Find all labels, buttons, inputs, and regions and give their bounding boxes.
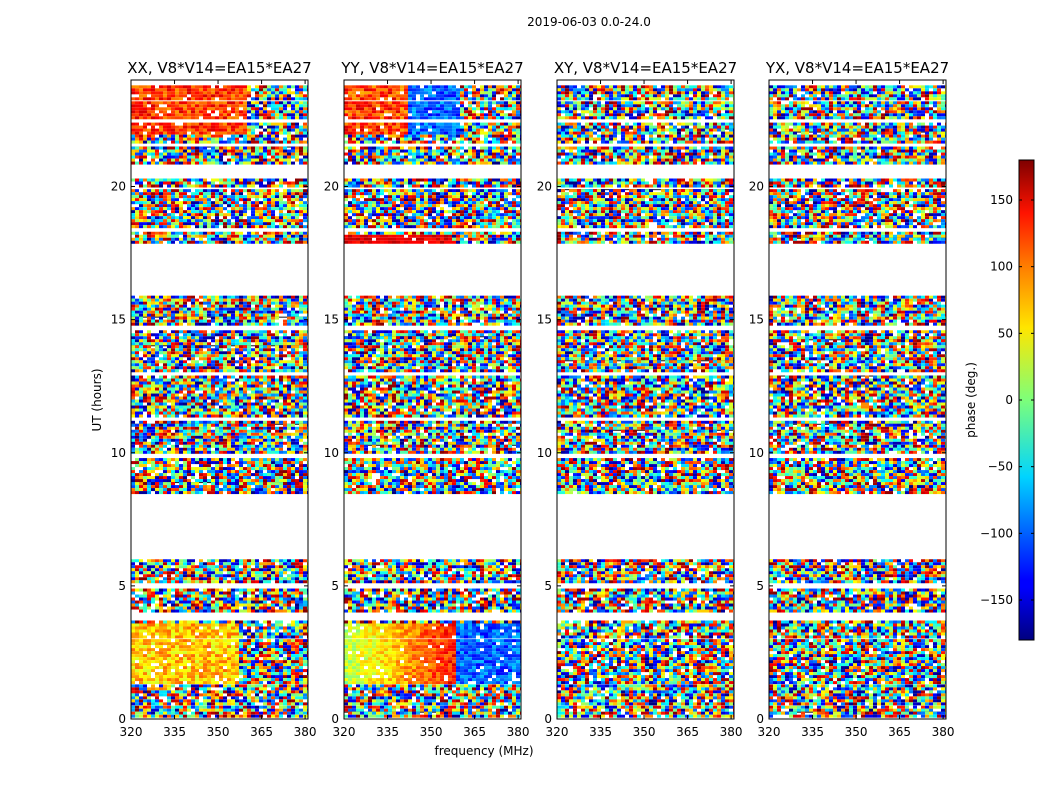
- y-tick-label: 20: [537, 180, 552, 194]
- x-tick-label: 320: [546, 725, 569, 739]
- x-tick-label: 380: [932, 725, 955, 739]
- colorbar: phase (deg.) −150 −100 −50 0 50 100 150: [964, 159, 1035, 641]
- x-tick-label: 350: [845, 725, 868, 739]
- y-tick-label: 20: [324, 180, 339, 194]
- panel-3: XY, V8*V14=EA15*EA27 320 335 350 365 380 0 5 10 1…: [537, 59, 743, 739]
- y-tick-label: 0: [118, 712, 126, 726]
- x-tick-label: 335: [589, 725, 612, 739]
- y-tick-label: 20: [749, 180, 764, 194]
- axes-frame: [343, 79, 522, 720]
- colorbar-label: phase (deg.): [964, 362, 978, 438]
- phase-image: [557, 85, 734, 718]
- x-tick-label: 365: [463, 725, 486, 739]
- y-tick-label: 0: [331, 712, 339, 726]
- y-tick-label: 5: [756, 579, 764, 593]
- panel-2: YY, V8*V14=EA15*EA27 320 335 350 365 380 0 5 10 1…: [324, 59, 530, 739]
- colorbar-tick-label: 100: [990, 260, 1013, 274]
- x-tick-label: 380: [720, 725, 743, 739]
- x-tick-label: 335: [801, 725, 824, 739]
- y-tick-label: 5: [544, 579, 552, 593]
- y-tick-label: 0: [756, 712, 764, 726]
- y-tick-label: 15: [749, 313, 764, 327]
- x-tick-label: 365: [888, 725, 911, 739]
- x-tick-label: 320: [120, 725, 143, 739]
- axes-frame: [130, 79, 309, 720]
- y-tick-label: 15: [537, 313, 552, 327]
- colorbar-tick-label: 0: [1005, 393, 1013, 407]
- y-tick-label: 0: [544, 712, 552, 726]
- y-tick-label: 20: [111, 180, 126, 194]
- colorbar-tick-label: −50: [988, 460, 1013, 474]
- colorbar-tick-label: −100: [980, 526, 1013, 540]
- x-tick-label: 350: [633, 725, 656, 739]
- y-tick-label: 10: [749, 446, 764, 460]
- x-tick-label: 335: [376, 725, 399, 739]
- panel-4: YX, V8*V14=EA15*EA27 320 335 350 365 380 0 5 10 1…: [749, 59, 955, 739]
- figure-title: 2019-06-03 0.0-24.0: [527, 15, 651, 29]
- colorbar-tick-label: 150: [990, 193, 1013, 207]
- phase-image: [769, 85, 946, 718]
- panel-title: YX, V8*V14=EA15*EA27: [765, 59, 949, 77]
- phase-image: [131, 85, 308, 718]
- panels-group: XX, V8*V14=EA15*EA27 320 335 350 365 380 0 5 10 1…: [111, 59, 955, 739]
- y-tick-label: 5: [331, 579, 339, 593]
- y-tick-label: 10: [537, 446, 552, 460]
- y-tick-label: 10: [324, 446, 339, 460]
- colorbar-tick-label: 50: [998, 326, 1013, 340]
- x-tick-label: 320: [333, 725, 356, 739]
- colorbar-tick-label: −150: [980, 593, 1013, 607]
- x-tick-label: 350: [420, 725, 443, 739]
- x-tick-label: 365: [676, 725, 699, 739]
- x-axis-label: frequency (MHz): [434, 744, 533, 758]
- y-axis-label: UT (hours): [90, 368, 104, 431]
- axes-frame: [768, 79, 947, 720]
- x-tick-label: 335: [163, 725, 186, 739]
- x-tick-label: 350: [207, 725, 230, 739]
- panel-1: XX, V8*V14=EA15*EA27 320 335 350 365 380 0 5 10 1…: [111, 59, 317, 739]
- phase-image: [344, 85, 521, 718]
- panel-title: YY, V8*V14=EA15*EA27: [340, 59, 523, 77]
- panel-title: XY, V8*V14=EA15*EA27: [554, 59, 737, 77]
- y-tick-label: 5: [118, 579, 126, 593]
- y-tick-label: 15: [111, 313, 126, 327]
- x-tick-label: 380: [507, 725, 530, 739]
- x-tick-label: 320: [758, 725, 781, 739]
- x-tick-label: 380: [294, 725, 317, 739]
- x-tick-label: 365: [250, 725, 273, 739]
- panel-title: XX, V8*V14=EA15*EA27: [127, 59, 311, 77]
- axes-frame: [556, 79, 735, 720]
- y-tick-label: 15: [324, 313, 339, 327]
- y-tick-label: 10: [111, 446, 126, 460]
